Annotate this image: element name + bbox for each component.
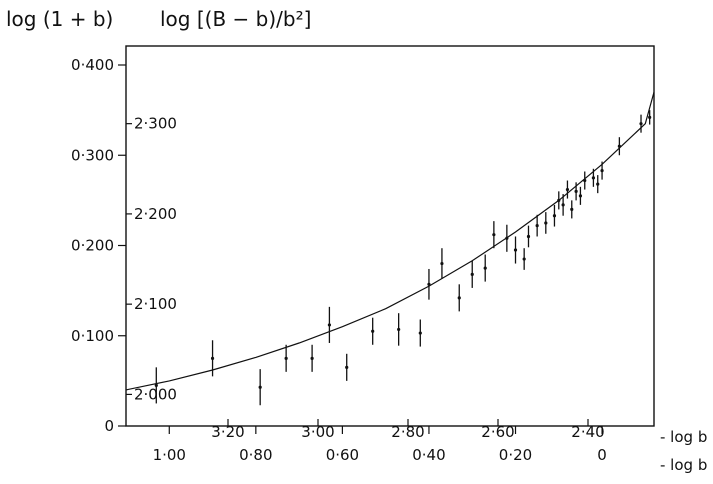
plot-frame bbox=[126, 46, 654, 426]
bottom-tick-label: 0·20 bbox=[499, 446, 532, 464]
inner-tick-label: 2·200 bbox=[134, 205, 177, 223]
data-point bbox=[553, 214, 556, 217]
inner-tick-label: 2·000 bbox=[134, 385, 177, 403]
data-point bbox=[458, 296, 461, 299]
data-point bbox=[583, 179, 586, 182]
data-point bbox=[471, 273, 474, 276]
data-point bbox=[596, 183, 599, 186]
data-point bbox=[566, 188, 569, 191]
left-tick-label: 0·100 bbox=[71, 327, 114, 345]
left-axis-title: log (1 + b) bbox=[6, 7, 113, 31]
data-point bbox=[211, 357, 214, 360]
data-point bbox=[371, 330, 374, 333]
left-axis: 0·400 0·300 0·200 0·100 0 bbox=[71, 56, 126, 435]
inner-x-tick-label: 3·20 bbox=[211, 423, 244, 441]
data-points bbox=[155, 110, 652, 405]
fit-curve bbox=[126, 92, 654, 390]
data-point bbox=[492, 233, 495, 236]
inner-x-tick-label: 2·80 bbox=[391, 423, 424, 441]
data-point bbox=[484, 266, 487, 269]
data-point bbox=[328, 323, 331, 326]
bottom-tick-label: 1·00 bbox=[153, 446, 186, 464]
data-point bbox=[579, 194, 582, 197]
data-point bbox=[285, 357, 288, 360]
data-point bbox=[440, 262, 443, 265]
data-point bbox=[514, 248, 517, 251]
inner-x-tick-label: 2·40 bbox=[571, 423, 604, 441]
bottom-tick-label: 0·60 bbox=[326, 446, 359, 464]
data-point bbox=[427, 283, 430, 286]
data-point bbox=[639, 122, 642, 125]
inner-x-axis: 3·20 3·00 2·80 2·60 2·40 bbox=[211, 419, 604, 441]
data-point bbox=[592, 176, 595, 179]
left-tick-label: 0·200 bbox=[71, 237, 114, 255]
data-point bbox=[527, 235, 530, 238]
left-tick-label: 0·300 bbox=[71, 146, 114, 164]
data-point bbox=[259, 386, 262, 389]
data-point bbox=[523, 257, 526, 260]
data-point bbox=[310, 357, 313, 360]
data-point bbox=[574, 190, 577, 193]
inner-tick-label: 2·300 bbox=[134, 115, 177, 133]
inner-x-tick-label: 3·00 bbox=[301, 423, 334, 441]
data-point bbox=[505, 237, 508, 240]
data-point bbox=[648, 116, 651, 119]
data-point bbox=[570, 208, 573, 211]
data-point bbox=[562, 203, 565, 206]
data-point bbox=[557, 199, 560, 202]
data-point bbox=[536, 224, 539, 227]
bottom-tick-label: 0 bbox=[597, 446, 607, 464]
data-point bbox=[155, 384, 158, 387]
data-point bbox=[618, 145, 621, 148]
left-tick-label: 0·400 bbox=[71, 56, 114, 74]
data-point bbox=[419, 331, 422, 334]
right-axis-title: log [(B − b)/b²] bbox=[160, 7, 311, 31]
data-point bbox=[600, 169, 603, 172]
bottom-x-axis-label: - log b bbox=[660, 456, 707, 474]
left-tick-label: 0 bbox=[104, 417, 114, 435]
inner-tick-label: 2·100 bbox=[134, 295, 177, 313]
inner-x-axis-label: - log b bbox=[660, 428, 707, 446]
data-point bbox=[345, 366, 348, 369]
inner-axis: 2·300 2·200 2·100 2·000 bbox=[126, 115, 177, 404]
data-point bbox=[544, 221, 547, 224]
inner-x-tick-label: 2·60 bbox=[481, 423, 514, 441]
data-point bbox=[397, 328, 400, 331]
bottom-tick-label: 0·40 bbox=[412, 446, 445, 464]
bottom-tick-label: 0·80 bbox=[239, 446, 272, 464]
